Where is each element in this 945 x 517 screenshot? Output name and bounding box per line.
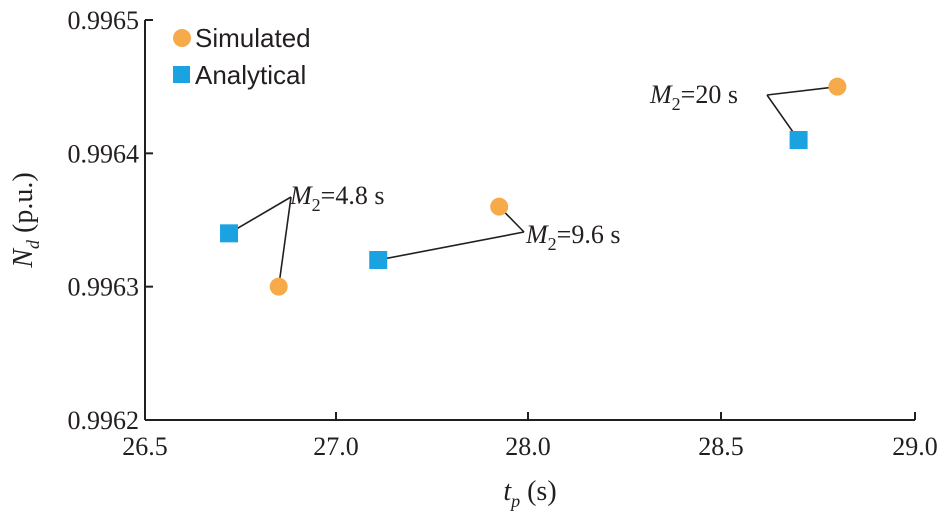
legend: Simulated Analytical xyxy=(173,23,311,90)
y-axis-title: Nd (p.u.) xyxy=(8,172,43,268)
analytical-point xyxy=(369,251,388,269)
annotation-sub: 2 xyxy=(672,94,681,114)
annotation-leader-line xyxy=(378,231,525,261)
y-axis-unit: (p.u.) xyxy=(8,172,39,240)
annotation-value: =4.8 s xyxy=(321,181,385,210)
y-tick-label: 0.9965 xyxy=(68,6,140,35)
legend-analytical-marker xyxy=(173,66,190,83)
annotation-leader-line xyxy=(228,196,292,235)
x-axis-title: tp (s) xyxy=(503,476,556,511)
legend-analytical-label: Analytical xyxy=(195,60,306,90)
annotation-sub: 2 xyxy=(548,234,557,254)
y-ticks: 0.9962 0.9963 0.9964 0.9965 xyxy=(68,6,153,435)
annotation-var: M xyxy=(289,181,313,210)
analytical-point xyxy=(789,131,808,149)
annotation-sub: 2 xyxy=(312,195,321,215)
y-axis-sub: d xyxy=(23,239,43,249)
axes xyxy=(144,20,915,421)
annotation-var: M xyxy=(649,80,673,109)
x-tick-label: 28.5 xyxy=(698,432,744,461)
x-tick-label: 29.0 xyxy=(892,432,938,461)
simulated-point xyxy=(269,277,288,296)
annotation-label-4-8: M2=4.8 s xyxy=(289,181,384,215)
x-ticks: 26.5 27.0 28.0 28.5 29.0 xyxy=(122,412,938,461)
x-axis-var: t xyxy=(503,476,512,507)
x-tick-label: 28.0 xyxy=(505,432,551,461)
data-points xyxy=(220,77,847,296)
x-tick-label: 26.5 xyxy=(122,432,168,461)
simulated-point xyxy=(828,77,847,96)
y-axis-var: N xyxy=(8,248,39,269)
simulated-point xyxy=(490,197,509,216)
legend-simulated-marker xyxy=(173,29,191,47)
x-axis-sub: p xyxy=(509,491,520,511)
annotation-value: =9.6 s xyxy=(557,220,621,249)
annotation-label-20: M2=20 s xyxy=(649,80,738,114)
x-tick-label: 27.0 xyxy=(313,432,359,461)
y-tick-label: 0.9964 xyxy=(68,139,140,168)
legend-simulated-label: Simulated xyxy=(195,23,311,53)
annotation-var: M xyxy=(525,220,549,249)
annotation-leader-line xyxy=(766,85,838,96)
annotation-leader-line xyxy=(277,196,292,287)
analytical-point xyxy=(220,224,239,243)
y-tick-label: 0.9963 xyxy=(68,273,140,302)
annotation-label-9-6: M2=9.6 s xyxy=(525,220,620,254)
x-axis-unit: (s) xyxy=(520,476,557,507)
annotation-value: =20 s xyxy=(681,80,738,109)
y-tick-label: 0.9962 xyxy=(68,406,140,435)
